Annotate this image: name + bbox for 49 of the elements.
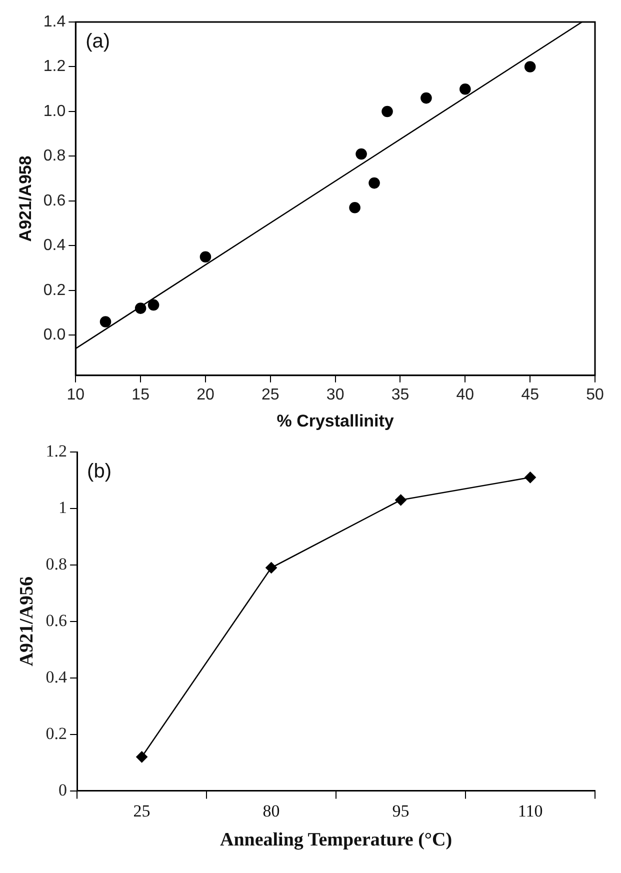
point [136,751,148,763]
y-tick-label: 1.2 [43,58,66,76]
x-tick-label: 35 [391,386,410,404]
x-tick-label: 30 [326,386,344,404]
point [200,251,212,263]
y-tick-label: 1.2 [46,441,68,460]
y-axis-title: A921/A958 [16,156,35,242]
y-tick-label: 0.2 [43,282,66,299]
point [134,302,146,314]
y-tick-label: 1 [58,498,68,517]
y-tick-label: 1.4 [43,13,66,30]
annotation: (a) [86,30,110,53]
y-axis-title: A921/A956 [16,576,38,666]
y-tick-label: 0.2 [46,724,68,743]
point [420,92,432,104]
point [368,177,380,189]
point [349,202,360,214]
x-tick-label: 40 [456,386,474,404]
x-axis-title: Annealing Temperature (°C) [220,830,452,851]
y-tick-label: 0.4 [43,237,66,254]
x-tick-label: 25 [133,801,150,820]
y-tick-label: 0.6 [46,610,68,630]
x-tick-label: 20 [196,386,214,404]
y-tick-label: 0.8 [46,554,68,574]
point [382,106,393,118]
x-tick-label: 50 [586,386,604,404]
point [395,494,406,506]
point [524,61,536,72]
x-tick-label: 10 [66,386,85,404]
x-tick-label: 80 [262,801,280,820]
x-tick-label: 45 [521,386,540,404]
y-tick-label: 0.0 [43,326,66,344]
x-tick-label: 25 [262,386,280,404]
point [524,472,536,484]
y-tick-label: 0.6 [43,192,66,210]
y-tick-label: 0 [58,780,68,800]
annotation: (b) [87,460,112,483]
x-axis-title: % Crystallinity [276,411,394,430]
point [460,83,471,95]
y-tick-label: 0.4 [46,667,68,686]
point [356,148,367,160]
point [100,316,112,328]
y-tick-label: 0.8 [43,148,66,165]
y-tick-label: 1.0 [43,102,66,120]
x-tick-label: 110 [518,801,543,820]
point [148,299,160,311]
x-tick-label: 95 [392,801,410,820]
point [266,562,277,574]
x-tick-label: 15 [132,386,150,404]
